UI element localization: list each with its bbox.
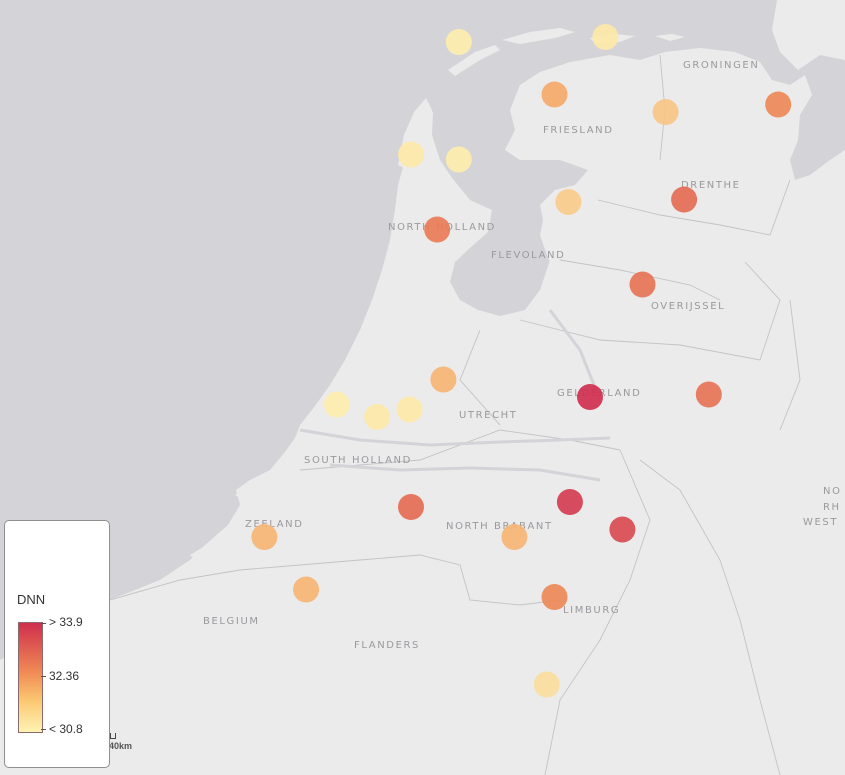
marker-layer: [251, 24, 792, 698]
label-north-brabant: NORTH BRABANT: [446, 521, 553, 532]
label-flanders: FLANDERS: [354, 640, 420, 651]
label-nrw-3: WEST: [803, 517, 838, 528]
island-vlieland: [448, 45, 500, 76]
data-marker-5[interactable]: [765, 91, 792, 118]
data-marker-19[interactable]: [398, 494, 424, 520]
island-flevoland: [540, 200, 615, 282]
label-nrw-1: NO: [823, 486, 842, 497]
data-marker-3[interactable]: [541, 81, 568, 108]
legend-max-label: > 33.9: [49, 615, 83, 629]
label-overijssel: OVERIJSSEL: [651, 301, 725, 312]
label-south-holland: SOUTH HOLLAND: [304, 455, 412, 466]
data-marker-9[interactable]: [671, 186, 698, 213]
data-marker-1[interactable]: [445, 29, 472, 55]
data-marker-8[interactable]: [555, 189, 582, 215]
data-marker-13[interactable]: [577, 384, 603, 410]
data-marker-25[interactable]: [533, 671, 560, 698]
scale-label: 40km: [109, 741, 133, 751]
label-belgium: BELGIUM: [203, 616, 260, 627]
data-marker-21[interactable]: [251, 524, 278, 550]
legend-tick-min: [41, 729, 46, 730]
data-marker-20[interactable]: [609, 516, 636, 543]
data-marker-12[interactable]: [430, 366, 457, 393]
data-marker-4[interactable]: [652, 99, 679, 125]
data-marker-24[interactable]: [541, 584, 568, 610]
label-utrecht: UTRECHT: [459, 410, 518, 421]
label-groningen: GRONINGEN: [683, 60, 759, 71]
data-marker-23[interactable]: [293, 576, 320, 603]
label-friesland: FRIESLAND: [543, 125, 614, 136]
label-drenthe: DRENTHE: [681, 180, 741, 191]
data-marker-22[interactable]: [501, 524, 528, 550]
island-schiermonnikoog: [655, 34, 685, 41]
legend-min-label: < 30.8: [49, 722, 83, 736]
data-marker-2[interactable]: [592, 24, 619, 50]
data-marker-17[interactable]: [396, 396, 423, 423]
data-marker-14[interactable]: [695, 381, 722, 408]
data-marker-7[interactable]: [445, 146, 472, 173]
legend-title: DNN: [17, 592, 46, 607]
label-nrw-2: RH: [823, 502, 841, 513]
legend-tick-mid: [41, 676, 46, 677]
legend-mid-label: 32.36: [49, 669, 80, 683]
scale-bar: [110, 733, 116, 739]
islands-zeeland-north: [235, 475, 298, 505]
river-lines: [299, 309, 611, 482]
data-marker-18[interactable]: [556, 489, 583, 515]
legend-tick-max: [41, 623, 46, 624]
data-marker-16[interactable]: [364, 404, 391, 430]
island-terschelling: [502, 28, 575, 44]
label-flevoland: FLEVOLAND: [491, 250, 565, 261]
data-marker-6[interactable]: [398, 141, 424, 168]
legend-color-ramp: [18, 622, 43, 733]
legend: DNN > 33.9 32.36 < 30.8: [4, 520, 110, 768]
data-marker-10[interactable]: [424, 216, 451, 243]
label-limburg: LIMBURG: [563, 605, 620, 616]
data-marker-11[interactable]: [629, 271, 656, 298]
data-marker-15[interactable]: [323, 391, 350, 418]
label-zeeland: ZEELAND: [245, 519, 304, 530]
